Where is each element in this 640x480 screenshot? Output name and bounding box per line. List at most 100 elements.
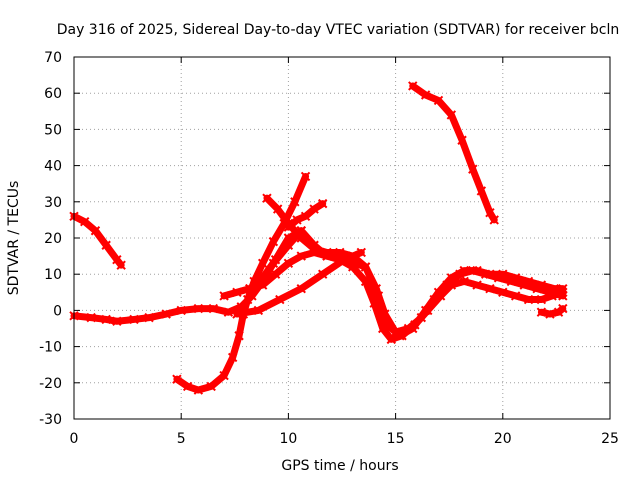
- data-point: [193, 385, 204, 395]
- data-point: [498, 269, 508, 279]
- data-point: [339, 255, 349, 265]
- data-point: [373, 291, 384, 301]
- data-point: [459, 265, 469, 276]
- data-point: [309, 204, 319, 214]
- series-track-i: [232, 255, 568, 341]
- data-point: [253, 305, 264, 316]
- data-point: [129, 314, 139, 325]
- series-line: [173, 172, 310, 394]
- data-point: [433, 287, 444, 298]
- data-point: [457, 135, 467, 145]
- series-line: [263, 194, 567, 336]
- data-point: [433, 95, 444, 106]
- x-tick-label: 5: [177, 431, 186, 447]
- data-point: [219, 370, 229, 381]
- data-point: [257, 273, 268, 283]
- data-point: [296, 283, 306, 294]
- data-point: [545, 309, 555, 319]
- x-tick-label: 10: [279, 431, 297, 447]
- data-point: [296, 251, 306, 261]
- y-tick-label: -20: [39, 376, 62, 392]
- data-point: [208, 303, 219, 314]
- data-point: [476, 186, 487, 196]
- series-track-j: [536, 303, 568, 319]
- series-track-a: [69, 211, 126, 270]
- series-track-d: [172, 171, 311, 395]
- data-point: [176, 305, 186, 316]
- data-point: [382, 320, 392, 330]
- data-point: [232, 287, 242, 298]
- series-track-b: [408, 81, 499, 225]
- x-tick-label: 25: [601, 431, 619, 447]
- data-point: [446, 110, 457, 120]
- data-point: [272, 204, 283, 214]
- data-point: [468, 164, 478, 174]
- data-point: [296, 233, 306, 243]
- data-point: [182, 381, 193, 392]
- data-point: [510, 273, 521, 283]
- data-point: [489, 215, 499, 225]
- y-tick-label: 10: [44, 267, 62, 283]
- y-axis-ticks: -30 -20 -10 0 10 20 30 40 50 60 70: [39, 50, 610, 428]
- x-tick-label: 20: [494, 431, 512, 447]
- data-point: [386, 334, 397, 345]
- y-tick-label: 0: [53, 303, 62, 319]
- data-point: [536, 307, 547, 317]
- data-point: [420, 305, 431, 316]
- data-point: [257, 258, 268, 269]
- data-point: [523, 294, 534, 305]
- x-axis-label: GPS time / hours: [281, 458, 398, 474]
- data-point: [408, 81, 418, 91]
- data-point: [268, 236, 279, 247]
- data-point: [446, 273, 457, 283]
- chart-title: Day 316 of 2025, Sidereal Day-to-day VTE…: [57, 22, 620, 38]
- y-tick-label: 20: [44, 231, 62, 247]
- data-point: [283, 258, 294, 269]
- data-point: [523, 276, 534, 287]
- y-tick-label: 40: [44, 159, 62, 175]
- data-point: [245, 283, 255, 294]
- data-point: [80, 217, 90, 227]
- data-point: [219, 291, 229, 301]
- data-point: [549, 283, 559, 294]
- data-point: [558, 291, 568, 301]
- data-point: [262, 193, 272, 203]
- series-line: [409, 82, 498, 224]
- data-point: [408, 323, 418, 334]
- data-point: [395, 331, 405, 341]
- series-track-h: [283, 198, 328, 232]
- data-point: [472, 265, 482, 276]
- data-point: [317, 198, 328, 209]
- data-point: [90, 226, 101, 236]
- data-point: [112, 316, 122, 326]
- data-point: [317, 269, 328, 279]
- data-point: [283, 222, 294, 232]
- data-point: [536, 280, 547, 290]
- data-series: [69, 81, 568, 395]
- data-point: [161, 309, 171, 319]
- data-point: [283, 233, 294, 243]
- data-point: [485, 207, 495, 218]
- y-tick-label: -30: [39, 412, 62, 428]
- data-point: [309, 244, 319, 254]
- data-point: [193, 303, 204, 314]
- data-point: [275, 294, 285, 305]
- y-tick-label: 30: [44, 195, 62, 211]
- data-point: [558, 283, 568, 294]
- data-point: [270, 255, 281, 265]
- y-tick-label: 50: [44, 122, 62, 138]
- data-point: [242, 294, 253, 305]
- data-point: [234, 331, 244, 341]
- data-point: [223, 307, 234, 317]
- y-axis-label: SDTVAR / TECUs: [6, 181, 22, 296]
- grid-lines: [74, 57, 610, 419]
- data-point: [498, 287, 508, 298]
- y-tick-label: 60: [44, 86, 62, 102]
- data-point: [356, 247, 367, 258]
- data-point: [172, 374, 182, 384]
- x-tick-label: 15: [387, 431, 405, 447]
- data-point: [485, 269, 495, 279]
- data-point: [101, 314, 111, 325]
- data-point: [459, 276, 469, 287]
